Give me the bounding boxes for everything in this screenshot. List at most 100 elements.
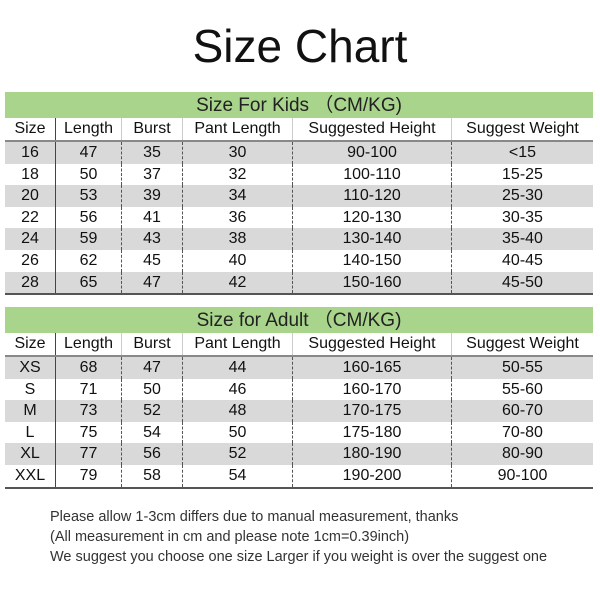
table-row: 22 56 41 36 120-130 30-35 [5,206,593,229]
table-cell: 54 [183,464,293,487]
table-cell: 20 [5,185,56,207]
table-cell: 52 [183,443,293,465]
table-cell: 65 [56,271,122,294]
column-header: Length [56,333,122,355]
table-cell: 160-165 [293,357,452,379]
table-cell: 41 [122,206,183,229]
table-cell: XXL [5,464,56,487]
table-cell: 71 [56,378,122,401]
table-cell: 68 [56,357,122,379]
table-cell: 56 [122,443,183,465]
table-cell: 38 [183,228,293,250]
table-cell: 40 [183,249,293,272]
note-line: (All measurement in cm and please note 1… [50,529,410,545]
table-cell: 79 [56,464,122,487]
table-cell: XS [5,357,56,379]
table-row: 16 47 35 30 90-100 <15 [5,142,593,164]
table-cell: 90-100 [293,142,452,164]
table-row: L 75 54 50 175-180 70-80 [5,421,593,444]
column-header: Suggested Height [293,333,452,355]
table-cell: 190-200 [293,464,452,487]
table-cell: 16 [5,142,56,164]
size-notes: Please allow 1-3cm differs due to manual… [50,507,547,567]
column-header: Size [5,333,56,355]
table-cell: 62 [56,249,122,272]
column-header: Size [5,118,56,140]
table-cell: 30 [183,142,293,164]
table-cell: 150-160 [293,271,452,294]
table-row: 28 65 47 42 150-160 45-50 [5,271,593,296]
table-cell: 73 [56,400,122,422]
column-header: Suggest Weight [466,120,579,137]
table-cell: 28 [5,271,56,294]
table-cell: 24 [5,228,56,250]
column-header: Length [56,118,122,140]
table-cell: 32 [183,163,293,186]
kids-size-table: Size For Kids （CM/KG) Size Length Burst Pan… [5,92,593,296]
table-cell: 18 [5,163,56,186]
table-row: 26 62 45 40 140-150 40-45 [5,249,593,272]
table-cell: 37 [122,163,183,186]
table-cell: 110-120 [293,185,452,207]
header-row: Size Length Burst Pant Length Suggested Heig… [5,333,593,357]
table-cell: 60-70 [502,402,543,420]
column-header: Pant Length [183,333,293,355]
table-cell: 46 [183,378,293,401]
table-cell: 58 [122,464,183,487]
table-cell: 100-110 [293,163,452,186]
adult-size-table: Size for Adult （CM/KG) Size Length Burst Pa… [5,307,593,489]
table-cell: 50 [56,163,122,186]
kids-table-heading: Size For Kids （CM/KG) [5,92,593,118]
table-cell: 15-25 [502,165,543,183]
table-cell: 45 [122,249,183,272]
table-row: M 73 52 48 170-175 60-70 [5,400,593,422]
table-cell: L [5,421,56,444]
table-cell: XL [5,443,56,465]
table-cell: <15 [508,144,537,161]
table-cell: 140-150 [293,249,452,272]
table-cell: 43 [122,228,183,250]
header-row: Size Length Burst Pant Length Suggested Heig… [5,118,593,142]
table-cell: 52 [122,400,183,422]
table-cell: 160-170 [293,378,452,401]
table-row: S 71 50 46 160-170 55-60 [5,378,593,401]
table-row: XL 77 56 52 180-190 80-90 [5,443,593,465]
page-title: Size Chart [192,20,408,72]
table-cell: 42 [183,271,293,294]
table-cell: 47 [122,271,183,294]
table-cell: 25-30 [502,187,543,205]
table-cell: 22 [5,206,56,229]
table-cell: 53 [56,185,122,207]
table-cell: 130-140 [293,228,452,250]
table-cell: 56 [56,206,122,229]
table-row: XXL 79 58 54 190-200 90-100 [5,464,593,489]
table-cell: 175-180 [293,421,452,444]
table-row: 24 59 43 38 130-140 35-40 [5,228,593,250]
table-cell: M [5,400,56,422]
table-cell: 50-55 [502,359,543,376]
column-header: Pant Length [183,118,293,140]
column-header: Suggest Weight [466,335,579,352]
table-cell: 30-35 [502,208,543,226]
table-cell: 48 [183,400,293,422]
table-cell: 34 [183,185,293,207]
table-cell: 39 [122,185,183,207]
column-header: Suggested Height [293,118,452,140]
table-cell: 40-45 [502,251,543,269]
table-cell: 90-100 [497,466,548,484]
table-cell: 55-60 [502,380,543,398]
table-cell: 50 [122,378,183,401]
table-cell: 44 [183,357,293,379]
table-cell: S [5,378,56,401]
table-cell: 120-130 [293,206,452,229]
table-row: 20 53 39 34 110-120 25-30 [5,185,593,207]
note-line: We suggest you choose one size Larger if… [50,549,548,565]
table-cell: 47 [56,142,122,164]
table-cell: 80-90 [502,445,543,463]
table-cell: 170-175 [293,400,452,422]
table-cell: 35-40 [502,230,543,248]
table-cell: 70-80 [502,423,543,441]
table-cell: 59 [56,228,122,250]
column-header: Burst [122,333,183,355]
table-cell: 50 [183,421,293,444]
